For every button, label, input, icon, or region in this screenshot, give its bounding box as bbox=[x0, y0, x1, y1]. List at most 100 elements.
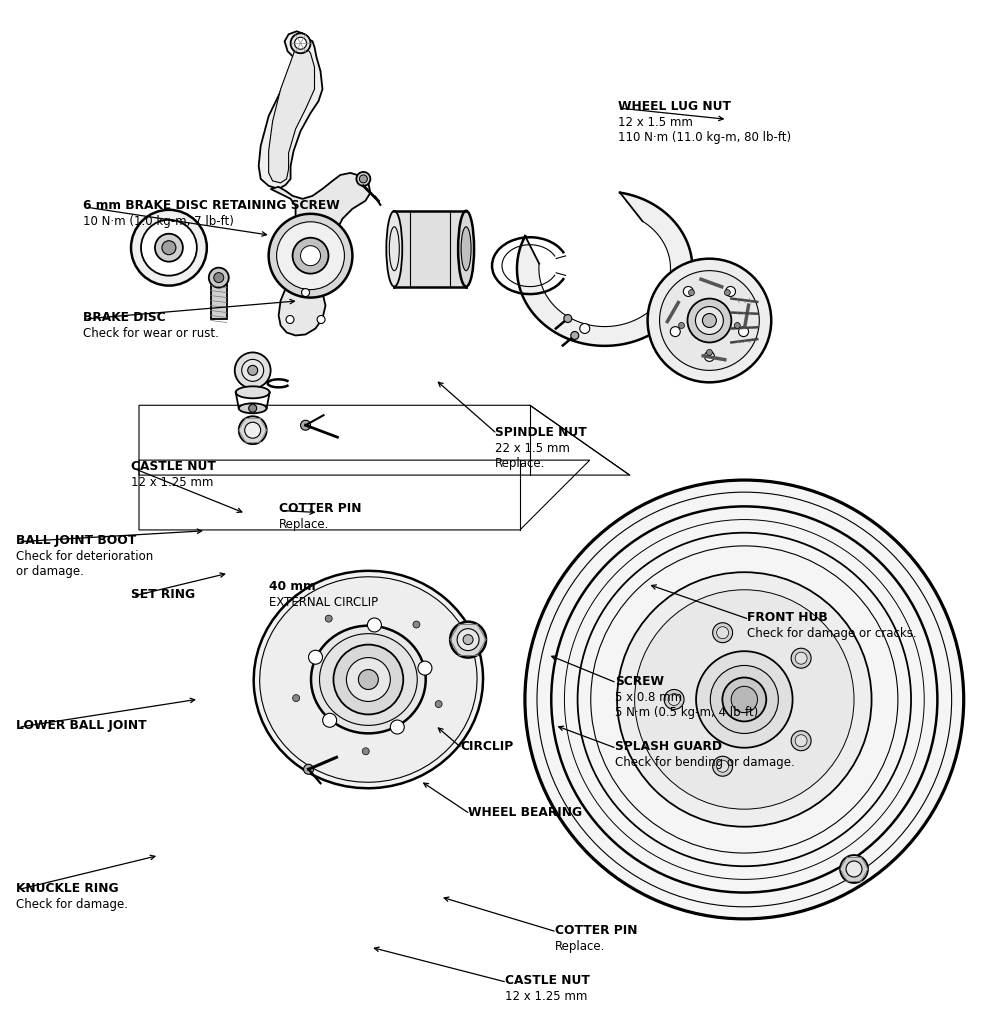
Polygon shape bbox=[269, 45, 315, 183]
Circle shape bbox=[710, 665, 778, 733]
Circle shape bbox=[846, 861, 862, 877]
Circle shape bbox=[248, 365, 258, 375]
Circle shape bbox=[367, 618, 381, 632]
Ellipse shape bbox=[458, 211, 474, 286]
Circle shape bbox=[463, 635, 473, 645]
Circle shape bbox=[525, 480, 964, 919]
Text: SPLASH GUARD: SPLASH GUARD bbox=[615, 740, 722, 753]
Text: 12 x 1.25 mm: 12 x 1.25 mm bbox=[505, 991, 587, 1003]
Text: SPINDLE NUT: SPINDLE NUT bbox=[495, 426, 587, 439]
Circle shape bbox=[333, 645, 403, 715]
Circle shape bbox=[795, 652, 807, 664]
Ellipse shape bbox=[239, 403, 267, 413]
Text: CASTLE NUT: CASTLE NUT bbox=[505, 975, 590, 988]
Circle shape bbox=[239, 417, 267, 444]
Circle shape bbox=[450, 622, 486, 657]
Circle shape bbox=[249, 404, 257, 412]
Text: 40 mm: 40 mm bbox=[269, 580, 315, 593]
Text: Check for damage.: Check for damage. bbox=[16, 898, 128, 911]
Circle shape bbox=[162, 241, 176, 255]
Ellipse shape bbox=[386, 211, 402, 286]
Circle shape bbox=[683, 286, 693, 296]
Circle shape bbox=[791, 648, 811, 668]
Ellipse shape bbox=[320, 634, 417, 726]
Text: Replace.: Replace. bbox=[279, 519, 329, 532]
Circle shape bbox=[687, 298, 731, 343]
Text: 12 x 1.25 mm: 12 x 1.25 mm bbox=[131, 476, 213, 489]
Circle shape bbox=[242, 359, 264, 381]
Circle shape bbox=[356, 172, 370, 186]
Circle shape bbox=[664, 690, 684, 710]
Circle shape bbox=[717, 627, 729, 639]
Circle shape bbox=[302, 288, 310, 296]
Circle shape bbox=[325, 615, 332, 622]
Text: 22 x 1.5 mm
Replace.: 22 x 1.5 mm Replace. bbox=[495, 442, 570, 470]
Text: FRONT HUB: FRONT HUB bbox=[747, 612, 828, 625]
Polygon shape bbox=[259, 31, 322, 189]
Circle shape bbox=[679, 323, 684, 329]
Circle shape bbox=[731, 686, 757, 713]
Circle shape bbox=[141, 219, 197, 276]
Polygon shape bbox=[279, 285, 325, 336]
Text: BRAKE DISC: BRAKE DISC bbox=[83, 311, 166, 324]
Ellipse shape bbox=[254, 571, 483, 789]
Circle shape bbox=[722, 677, 766, 722]
Text: 12 x 1.5 mm
110 N·m (11.0 kg-m, 80 lb-ft): 12 x 1.5 mm 110 N·m (11.0 kg-m, 80 lb-ft… bbox=[618, 116, 791, 145]
Circle shape bbox=[617, 572, 872, 827]
Circle shape bbox=[791, 731, 811, 751]
Text: Replace.: Replace. bbox=[555, 940, 605, 953]
Ellipse shape bbox=[389, 226, 399, 271]
Circle shape bbox=[301, 246, 321, 266]
Circle shape bbox=[635, 589, 854, 809]
Circle shape bbox=[795, 735, 807, 747]
Circle shape bbox=[706, 350, 712, 356]
Ellipse shape bbox=[260, 577, 477, 783]
Circle shape bbox=[301, 421, 311, 431]
Circle shape bbox=[564, 314, 572, 323]
Circle shape bbox=[688, 289, 694, 295]
Circle shape bbox=[131, 210, 207, 285]
Circle shape bbox=[702, 313, 716, 328]
Text: SET RING: SET RING bbox=[131, 588, 195, 602]
Bar bbox=[394, 211, 466, 286]
Text: 10 N·m (1.0 kg-m, 7 lb-ft): 10 N·m (1.0 kg-m, 7 lb-ft) bbox=[83, 215, 234, 227]
Circle shape bbox=[435, 701, 442, 708]
Circle shape bbox=[209, 268, 229, 287]
Text: Check for bending or damage.: Check for bending or damage. bbox=[615, 756, 794, 769]
Text: Check for deterioration
or damage.: Check for deterioration or damage. bbox=[16, 550, 154, 577]
Text: 6 mm BRAKE DISC RETAINING SCREW: 6 mm BRAKE DISC RETAINING SCREW bbox=[83, 199, 340, 212]
Circle shape bbox=[580, 324, 590, 334]
Text: SCREW: SCREW bbox=[615, 675, 664, 687]
Text: LOWER BALL JOINT: LOWER BALL JOINT bbox=[16, 719, 147, 732]
Polygon shape bbox=[517, 193, 692, 346]
Circle shape bbox=[413, 621, 420, 628]
Circle shape bbox=[346, 657, 390, 702]
Ellipse shape bbox=[461, 226, 471, 271]
Circle shape bbox=[704, 352, 714, 361]
Circle shape bbox=[214, 273, 224, 283]
Text: WHEEL LUG NUT: WHEEL LUG NUT bbox=[618, 100, 731, 113]
Circle shape bbox=[309, 650, 323, 664]
Circle shape bbox=[293, 695, 300, 702]
Text: KNUCKLE RING: KNUCKLE RING bbox=[16, 882, 119, 895]
Circle shape bbox=[648, 259, 771, 382]
Circle shape bbox=[358, 669, 378, 690]
Circle shape bbox=[277, 221, 344, 289]
Text: CIRCLIP: CIRCLIP bbox=[460, 740, 513, 753]
Ellipse shape bbox=[236, 386, 270, 398]
Circle shape bbox=[713, 623, 733, 643]
Circle shape bbox=[696, 651, 793, 748]
Circle shape bbox=[304, 764, 314, 774]
Circle shape bbox=[323, 714, 337, 727]
Circle shape bbox=[359, 175, 367, 183]
Circle shape bbox=[245, 423, 261, 438]
Text: COTTER PIN: COTTER PIN bbox=[555, 924, 637, 937]
Circle shape bbox=[739, 327, 749, 337]
Circle shape bbox=[695, 306, 723, 335]
Circle shape bbox=[362, 748, 369, 755]
Circle shape bbox=[713, 756, 733, 776]
Circle shape bbox=[418, 661, 432, 675]
Circle shape bbox=[660, 271, 759, 370]
Text: BALL JOINT BOOT: BALL JOINT BOOT bbox=[16, 534, 137, 547]
Circle shape bbox=[726, 286, 736, 296]
